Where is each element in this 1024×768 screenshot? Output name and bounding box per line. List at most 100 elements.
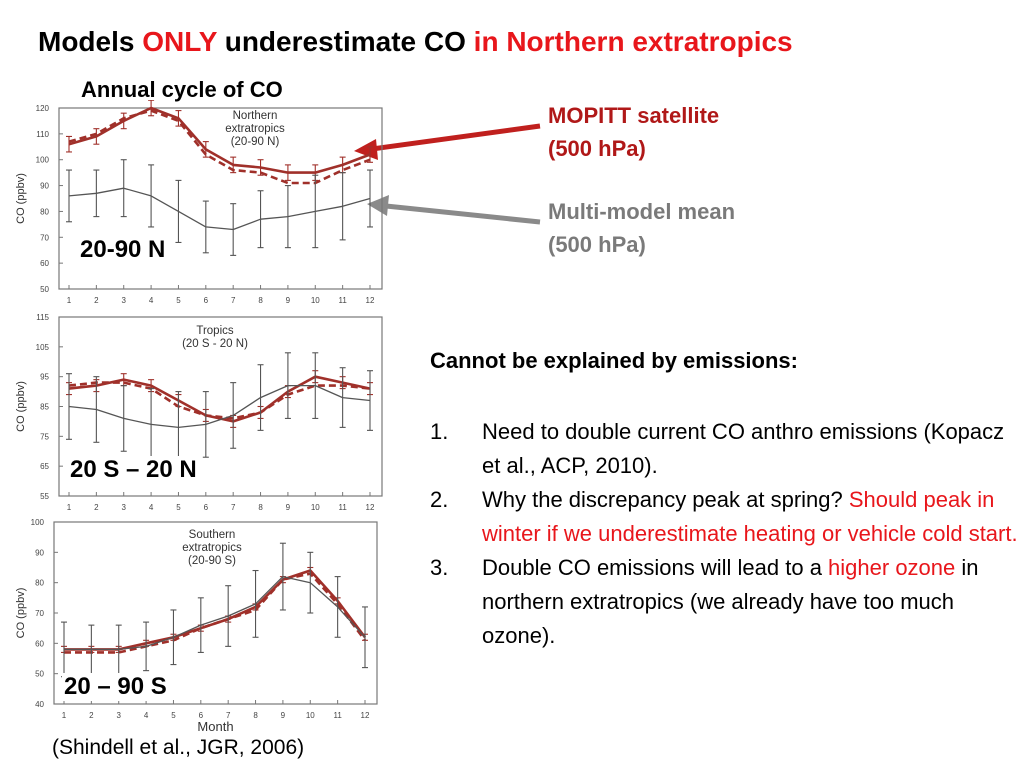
plot-title-line: (20-90 N) — [231, 136, 280, 148]
mopitt-dashed-line — [68, 109, 371, 185]
y-tick-label: 40 — [35, 700, 44, 709]
model-mean-line — [68, 187, 371, 231]
mopitt-label-line-1: MOPITT satellite — [548, 103, 720, 128]
mopitt-dashed-line — [68, 381, 371, 420]
plot-title-line: Tropics — [196, 325, 234, 337]
slide-title: Models ONLY underestimate CO in Northern… — [38, 26, 793, 58]
x-tick-label: 6 — [199, 711, 204, 720]
y-tick-label: 85 — [40, 403, 49, 412]
x-tick-label: 5 — [171, 711, 176, 720]
reason-number: 2. — [430, 487, 449, 512]
y-tick-label: 80 — [35, 579, 44, 588]
y-axis-label: CO (ppbv) — [15, 381, 27, 432]
y-tick-label: 70 — [40, 233, 49, 242]
x-tick-label: 4 — [149, 503, 154, 512]
mopitt-arrow-head — [354, 139, 378, 160]
title-part-2: ONLY — [142, 26, 217, 57]
reason-item-3: 3. Double CO emissions will lead to a hig… — [430, 551, 1020, 653]
x-tick-label: 12 — [361, 711, 370, 720]
y-tick-label: 90 — [40, 182, 49, 191]
title-part-3: underestimate CO — [216, 26, 474, 57]
y-tick-label: 105 — [36, 343, 50, 352]
model-mean-label-line-2: (500 hPa) — [548, 232, 646, 257]
x-tick-label: 9 — [286, 296, 291, 305]
mopitt-label-line-2: (500 hPa) — [548, 136, 646, 161]
x-tick-label: 4 — [149, 296, 154, 305]
x-tick-label: 9 — [281, 711, 286, 720]
y-tick-label: 60 — [35, 639, 44, 648]
reason-text: Double CO emissions will lead to a — [482, 555, 829, 580]
y-tick-label: 110 — [36, 130, 49, 139]
x-tick-label: 1 — [67, 296, 72, 305]
x-tick-label: 10 — [311, 503, 320, 512]
model-mean-label-line-1: Multi-model mean — [548, 199, 736, 224]
y-tick-label: 100 — [31, 518, 45, 527]
y-tick-label: 95 — [40, 373, 49, 382]
model-arrow-line — [385, 203, 541, 225]
x-tick-label: 6 — [204, 503, 209, 512]
reasons-list: 1. Need to double current CO anthro emiss… — [430, 415, 1020, 653]
x-tick-label: 10 — [311, 296, 320, 305]
x-tick-label: 2 — [89, 711, 94, 720]
mopitt-line — [68, 375, 371, 423]
x-tick-label: 7 — [226, 711, 231, 720]
x-tick-label: 7 — [231, 503, 236, 512]
title-part-1: Models — [38, 26, 143, 57]
reason-text: Why the discrepancy peak at spring? — [482, 487, 849, 512]
region-label-south: 20 – 90 S — [62, 673, 169, 701]
model-arrow-head — [367, 195, 389, 216]
y-tick-label: 65 — [40, 462, 49, 471]
x-tick-label: 6 — [204, 296, 209, 305]
y-tick-label: 55 — [40, 492, 49, 501]
x-tick-label: 5 — [176, 503, 181, 512]
plot-title-line: extratropics — [182, 542, 242, 554]
model-mean-label: Multi-model mean (500 hPa) — [548, 195, 735, 261]
y-axis-label: CO (ppbv) — [15, 173, 27, 224]
x-tick-label: 9 — [286, 503, 291, 512]
x-tick-label: 3 — [122, 503, 127, 512]
region-label-north: 20-90 N — [78, 236, 168, 264]
y-tick-label: 50 — [40, 285, 49, 294]
y-tick-label: 80 — [40, 207, 49, 216]
x-tick-label: 10 — [306, 711, 315, 720]
x-tick-label: 11 — [338, 296, 347, 305]
reason-number: 1. — [430, 419, 449, 444]
x-tick-label: 5 — [176, 296, 181, 305]
reason-text-tail: in northern extratropics (we already hav… — [482, 555, 979, 648]
reason-highlight: higher ozone — [828, 555, 956, 580]
model-mean-line — [64, 575, 366, 651]
y-tick-label: 70 — [35, 609, 44, 618]
y-axis-label: CO (ppbv) — [15, 588, 27, 639]
x-tick-label: 11 — [333, 711, 342, 720]
x-tick-label: 2 — [94, 503, 99, 512]
emissions-heading: Cannot be explained by emissions: — [430, 348, 798, 373]
mopitt-label: MOPITT satellite (500 hPa) — [548, 99, 719, 165]
y-tick-label: 115 — [36, 313, 49, 322]
reason-item-1: 1. Need to double current CO anthro emiss… — [430, 415, 1020, 483]
x-tick-label: 8 — [258, 503, 263, 512]
mopitt-line — [68, 106, 371, 174]
x-tick-label: 1 — [67, 503, 72, 512]
y-tick-label: 120 — [36, 104, 50, 113]
x-tick-label: 8 — [253, 711, 258, 720]
y-tick-label: 50 — [35, 670, 44, 679]
y-tick-label: 90 — [35, 548, 44, 557]
x-tick-label: 1 — [62, 711, 67, 720]
mopitt-arrow-line — [371, 123, 541, 152]
x-tick-label: 12 — [366, 503, 375, 512]
y-tick-label: 75 — [40, 432, 49, 441]
reason-number: 3. — [430, 555, 449, 580]
reason-text: Need to double current CO anthro emissio… — [482, 419, 1005, 478]
y-tick-label: 60 — [40, 259, 49, 268]
mopitt-dashed-line — [64, 572, 367, 654]
x-tick-label: 4 — [144, 711, 149, 720]
plot-title-line: (20 S - 20 N) — [182, 338, 248, 350]
x-tick-label: 3 — [117, 711, 122, 720]
title-part-4: in Northern extratropics — [473, 26, 793, 57]
x-axis-label: Month — [197, 719, 233, 732]
